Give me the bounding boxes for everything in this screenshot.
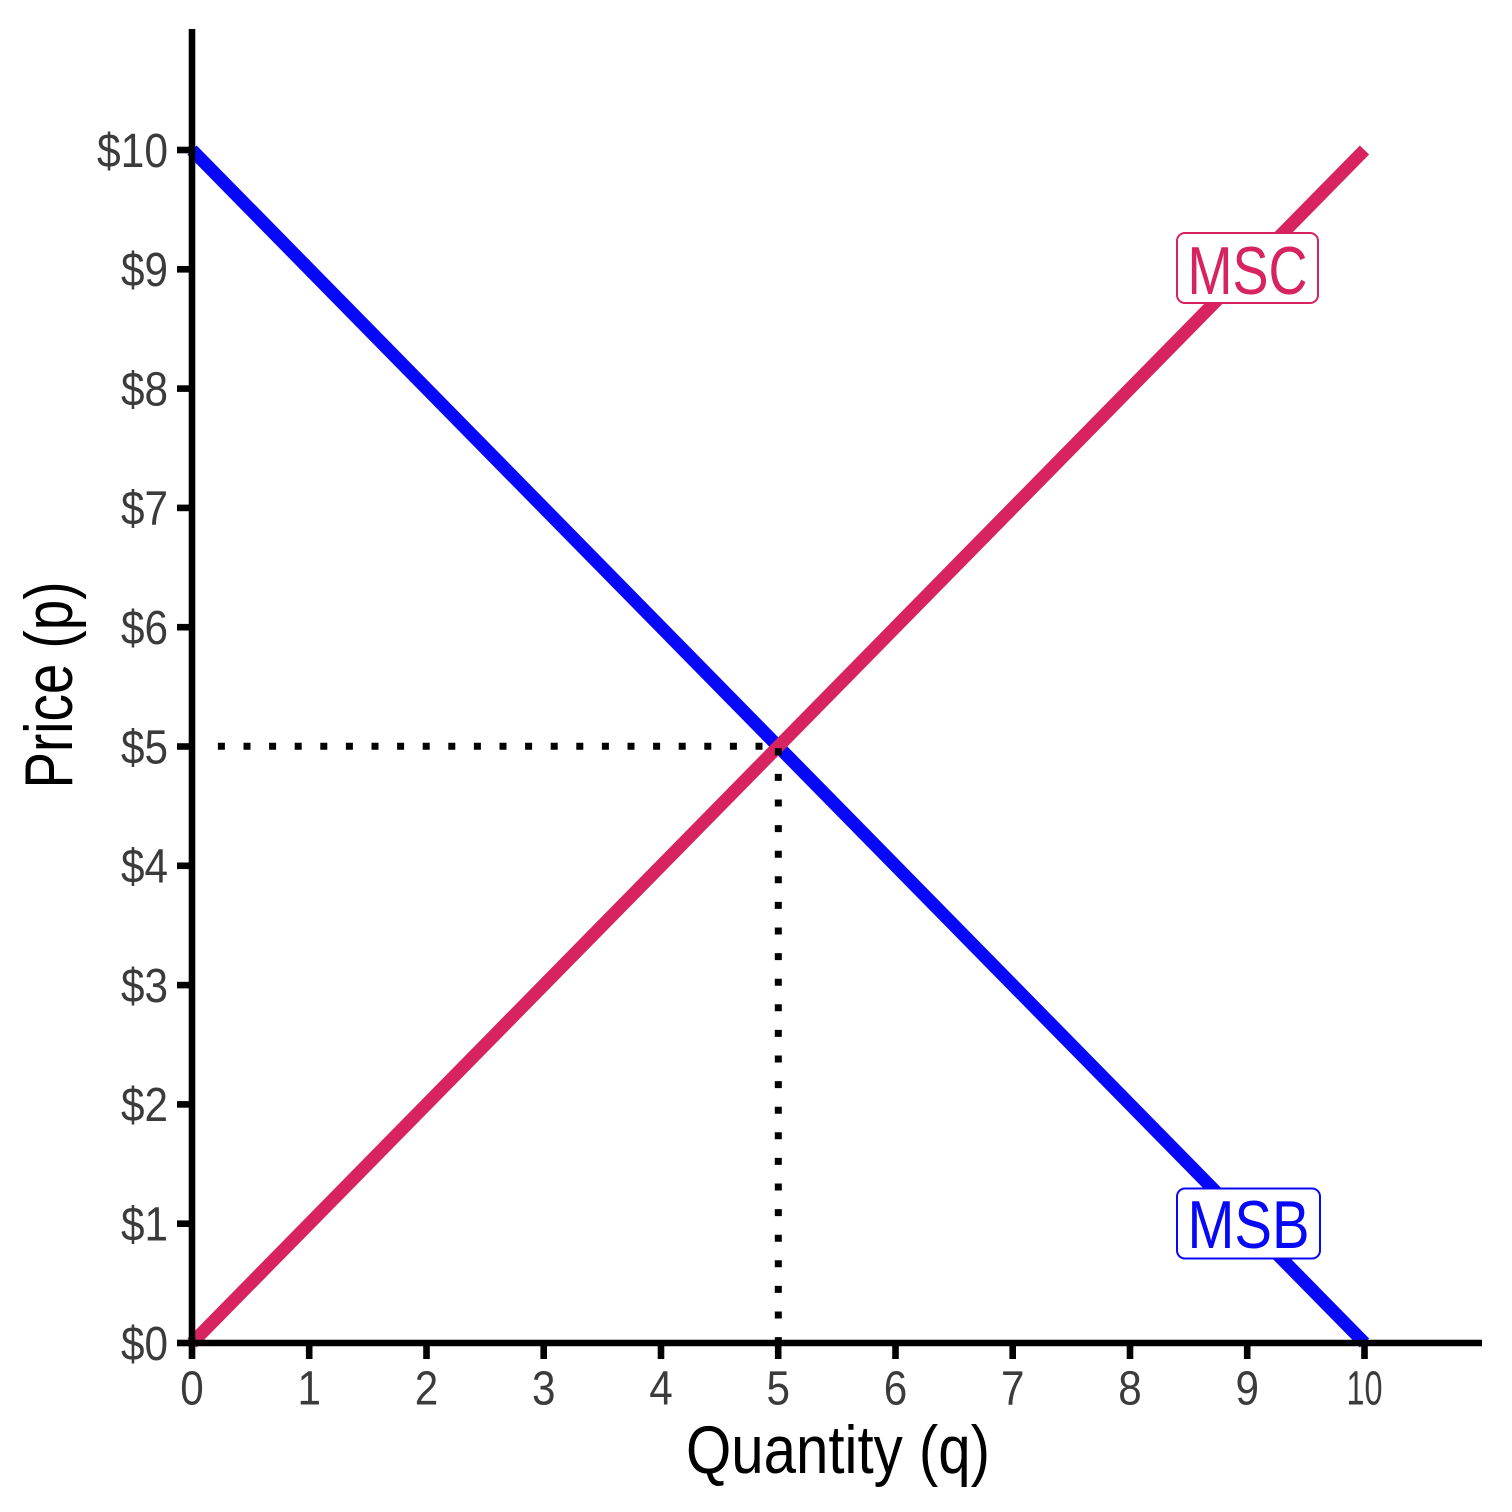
svg-text:9: 9 (1235, 1363, 1259, 1416)
svg-text:Quantity (q): Quantity (q) (686, 1412, 990, 1488)
svg-text:$2: $2 (121, 1079, 168, 1132)
svg-text:0: 0 (180, 1363, 204, 1416)
svg-text:MSB: MSB (1188, 1187, 1310, 1263)
svg-text:$6: $6 (121, 602, 168, 655)
svg-text:MSC: MSC (1188, 233, 1308, 309)
svg-text:$1: $1 (121, 1199, 168, 1252)
svg-text:Price (p): Price (p) (11, 582, 87, 789)
svg-text:6: 6 (884, 1363, 908, 1416)
svg-text:7: 7 (1001, 1363, 1025, 1416)
svg-text:4: 4 (649, 1363, 673, 1416)
svg-text:5: 5 (766, 1363, 790, 1416)
svg-text:$7: $7 (121, 483, 168, 536)
svg-text:10: 10 (1347, 1363, 1383, 1416)
svg-text:$0: $0 (121, 1318, 168, 1371)
svg-text:3: 3 (532, 1363, 556, 1416)
svg-text:1: 1 (297, 1363, 321, 1416)
svg-text:$3: $3 (121, 960, 168, 1013)
svg-text:2: 2 (415, 1363, 439, 1416)
svg-text:$8: $8 (121, 363, 168, 416)
svg-text:$5: $5 (121, 721, 168, 774)
svg-text:8: 8 (1118, 1363, 1142, 1416)
svg-text:$9: $9 (121, 244, 168, 297)
svg-text:$10: $10 (97, 125, 168, 178)
svg-text:$4: $4 (121, 841, 168, 894)
